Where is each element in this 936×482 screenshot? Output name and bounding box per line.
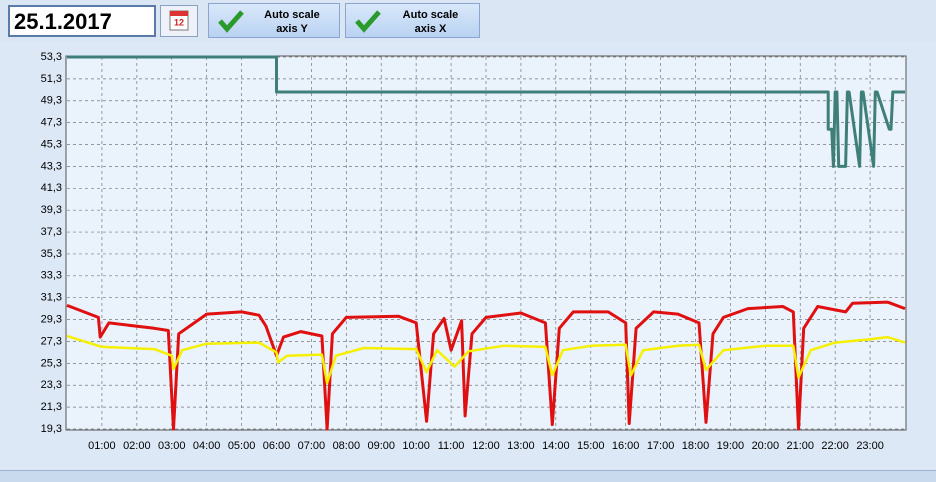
y-tick-label: 47,3 [41, 117, 62, 129]
x-tick-label: 14:00 [542, 440, 570, 452]
y-tick-label: 19,3 [41, 423, 62, 435]
svg-text:12: 12 [174, 17, 184, 27]
x-tick-label: 12:00 [472, 440, 500, 452]
x-tick-label: 13:00 [507, 440, 535, 452]
x-tick-label: 05:00 [228, 440, 256, 452]
y-tick-label: 45,3 [41, 138, 62, 150]
x-tick-label: 03:00 [158, 440, 186, 452]
x-tick-label: 01:00 [88, 440, 116, 452]
y-tick-label: 27,3 [41, 335, 62, 347]
y-tick-label: 21,3 [41, 401, 62, 413]
y-tick-label: 53,3 [41, 51, 62, 63]
y-tick-label: 49,3 [41, 95, 62, 107]
x-tick-label: 22:00 [821, 440, 849, 452]
x-tick-label: 17:00 [647, 440, 675, 452]
x-tick-label: 04:00 [193, 440, 221, 452]
x-tick-label: 11:00 [438, 440, 465, 452]
x-tick-label: 20:00 [752, 440, 780, 452]
auto-scale-x-button[interactable]: Auto scale axis X [345, 3, 480, 38]
check-icon [355, 10, 381, 33]
y-tick-label: 25,3 [41, 357, 62, 369]
y-tick-label: 39,3 [41, 204, 62, 216]
button-label: Auto scale [264, 9, 320, 21]
x-tick-label: 02:00 [123, 440, 151, 452]
button-label: axis X [414, 23, 447, 35]
x-tick-label: 10:00 [402, 440, 430, 452]
x-tick-label: 23:00 [856, 440, 884, 452]
y-tick-label: 43,3 [41, 160, 62, 172]
x-tick-label: 19:00 [717, 440, 745, 452]
tab-strip [0, 470, 936, 482]
y-tick-label: 23,3 [41, 379, 62, 391]
y-tick-label: 31,3 [41, 292, 62, 304]
x-tick-label: 08:00 [333, 440, 361, 452]
y-tick-label: 35,3 [41, 248, 62, 260]
check-icon [218, 10, 244, 33]
series-line [66, 334, 906, 385]
series-line [66, 300, 906, 431]
x-tick-label: 09:00 [367, 440, 395, 452]
x-tick-label: 15:00 [577, 440, 605, 452]
date-field[interactable]: 25.1.2017 [8, 5, 156, 37]
auto-scale-y-button[interactable]: Auto scale axis Y [208, 3, 340, 38]
calendar-icon: 12 [169, 10, 189, 31]
x-tick-label: 07:00 [298, 440, 326, 452]
y-tick-label: 29,3 [41, 313, 62, 325]
y-tick-label: 37,3 [41, 226, 62, 238]
y-tick-label: 33,3 [41, 270, 62, 282]
y-tick-label: 51,3 [41, 73, 62, 85]
y-tick-label: 41,3 [41, 182, 62, 194]
chart: 19,3 21,3 23,3 25,3 27,3 29,3 31,3 33,3 35,3 37,3… [0, 42, 936, 468]
series-line [67, 55, 905, 168]
x-tick-label: 21:00 [786, 440, 814, 452]
calendar-button[interactable]: 12 [160, 5, 198, 37]
button-label: axis Y [276, 23, 308, 35]
x-tick-label: 16:00 [612, 440, 640, 452]
button-label: Auto scale [402, 9, 459, 21]
x-tick-label: 18:00 [682, 440, 710, 452]
x-tick-label: 06:00 [263, 440, 291, 452]
